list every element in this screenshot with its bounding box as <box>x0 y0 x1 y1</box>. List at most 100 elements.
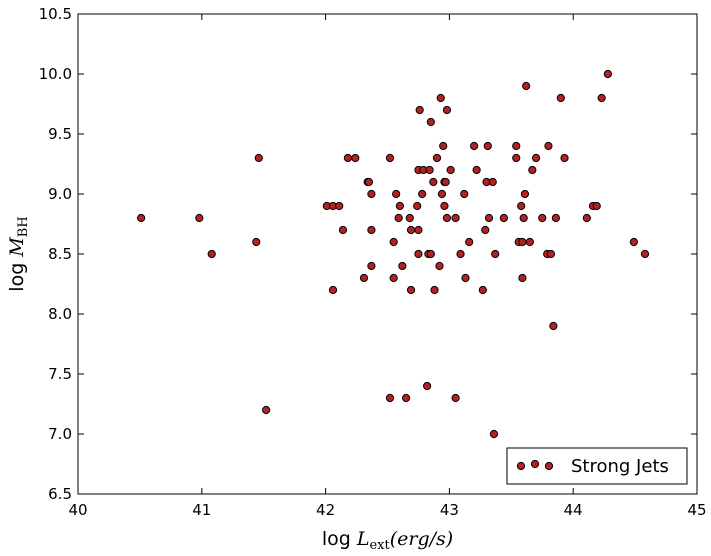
x-tick-label: 43 <box>440 501 459 519</box>
data-point <box>426 249 435 259</box>
data-point <box>338 225 348 235</box>
data-point <box>520 189 530 199</box>
data-point <box>481 225 490 235</box>
data-point <box>364 177 374 187</box>
data-point <box>401 393 411 403</box>
data-point <box>551 213 560 223</box>
data-point <box>442 105 452 115</box>
data-point <box>556 93 565 103</box>
x-tick-label: 42 <box>316 501 335 519</box>
x-axis-label-subscript: ext <box>369 538 390 553</box>
data-point <box>442 213 452 223</box>
data-point <box>549 321 558 331</box>
data-point <box>398 261 407 271</box>
y-tick-label: 9.0 <box>48 185 72 203</box>
data-point <box>544 141 553 151</box>
data-point <box>491 249 500 259</box>
data-point <box>512 153 521 163</box>
data-point <box>470 141 479 151</box>
data-point <box>389 273 398 283</box>
data-point <box>137 213 146 223</box>
y-tick-label: 8.0 <box>48 305 72 323</box>
data-point <box>207 249 216 259</box>
data-point <box>413 201 422 211</box>
data-point <box>426 117 435 127</box>
data-point <box>415 105 424 115</box>
data-point <box>435 261 444 271</box>
plot-area-frame <box>77 13 698 495</box>
x-axis-label-unit: (erg/s) <box>390 528 453 550</box>
data-point <box>385 393 395 403</box>
data-point <box>441 177 450 187</box>
y-tick-label: 7.5 <box>48 365 72 383</box>
data-point <box>254 153 263 163</box>
x-tick-label: 40 <box>68 501 87 519</box>
data-point <box>429 177 438 187</box>
data-point <box>546 249 556 259</box>
y-tick-label: 6.5 <box>48 485 72 503</box>
legend: Strong Jets <box>506 447 688 485</box>
data-point <box>359 273 369 283</box>
data-point <box>394 213 403 223</box>
data-point <box>437 189 447 199</box>
data-point <box>385 153 395 163</box>
data-point <box>436 93 445 103</box>
y-axis-label-subscript: BH <box>16 216 31 237</box>
y-tick-label: 8.5 <box>48 245 72 263</box>
data-point <box>460 189 469 199</box>
data-point <box>367 189 376 199</box>
data-point <box>640 249 650 259</box>
data-point <box>367 225 376 235</box>
data-point <box>335 201 344 211</box>
data-point <box>425 165 434 175</box>
x-tick-label: 41 <box>192 501 211 519</box>
data-point <box>432 153 442 163</box>
data-point <box>478 285 487 295</box>
data-point <box>451 213 460 223</box>
data-point <box>603 69 612 79</box>
data-point <box>522 81 531 91</box>
data-point <box>440 201 449 211</box>
data-point <box>456 249 465 259</box>
y-axis-label-symbol: M <box>6 237 28 258</box>
data-point <box>517 201 526 211</box>
data-points <box>137 69 650 439</box>
data-point <box>512 141 521 151</box>
x-tick-label: 44 <box>564 501 583 519</box>
data-point <box>367 261 376 271</box>
data-point <box>446 165 455 175</box>
x-axis-label-symbol: L <box>356 528 370 550</box>
data-point <box>262 405 271 415</box>
data-point <box>538 213 547 223</box>
data-point <box>414 249 423 259</box>
data-point <box>489 429 499 439</box>
data-point <box>389 237 398 247</box>
data-point <box>451 393 460 403</box>
data-point <box>252 237 261 247</box>
y-axis-label: log MBH <box>6 216 31 291</box>
data-point <box>351 153 360 163</box>
data-point <box>195 213 204 223</box>
data-point <box>484 213 494 223</box>
axis-tick-labels: 40 41 42 43 44 45 6.5 7.0 7.5 8.0 8.5 9.0 9.5 10.0 10.… <box>39 5 707 519</box>
data-point <box>597 93 606 103</box>
data-point <box>465 237 474 247</box>
data-point <box>519 213 528 223</box>
data-point <box>395 201 404 211</box>
y-tick-label: 9.5 <box>48 125 72 143</box>
data-point <box>414 225 423 235</box>
data-point <box>430 285 439 295</box>
data-point <box>439 141 448 151</box>
data-point <box>406 225 416 235</box>
data-point <box>328 285 338 295</box>
data-point <box>629 237 638 247</box>
data-point <box>423 381 432 391</box>
data-point <box>343 153 352 163</box>
y-tick-label: 10.5 <box>39 5 72 23</box>
data-point <box>472 165 481 175</box>
legend-entry-strong-jets: Strong Jets <box>571 456 669 477</box>
y-axis-label-prefix: log <box>6 257 28 292</box>
data-point <box>531 153 541 163</box>
data-point <box>560 153 569 163</box>
